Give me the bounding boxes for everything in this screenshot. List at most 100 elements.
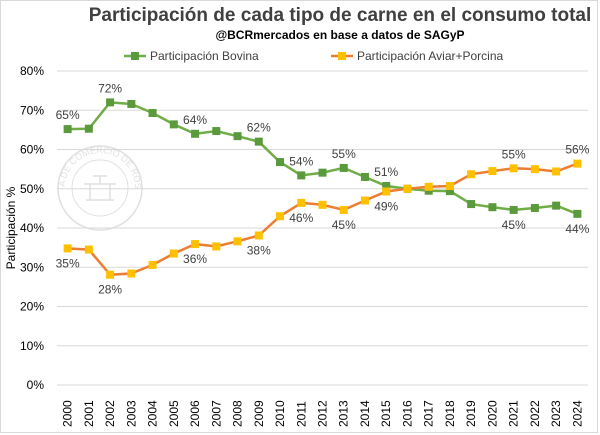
data-label-aviar-porcina: 49% — [374, 199, 398, 213]
point-aviar-porcina — [382, 187, 391, 196]
legend: Participación Bovina Participación Aviar… — [124, 49, 504, 63]
point-aviar-porcina — [424, 182, 433, 191]
x-tick-label: 2008 — [231, 400, 245, 427]
y-tick-label: 20% — [20, 300, 44, 314]
point-bovina — [212, 127, 221, 136]
point-aviar-porcina — [488, 167, 497, 176]
legend-item-aviar-porcina: Participación Aviar+Porcina — [331, 49, 504, 63]
point-bovina — [106, 98, 115, 107]
x-tick-label: 2023 — [549, 400, 563, 427]
x-tick-label: 2024 — [570, 400, 584, 427]
point-aviar-porcina — [191, 240, 200, 249]
x-tick-label: 2013 — [337, 400, 351, 427]
data-label-aviar-porcina: 38% — [247, 243, 271, 257]
y-tick-label: 0% — [27, 378, 45, 392]
point-bovina — [530, 203, 539, 212]
y-tick-label: 60% — [20, 143, 44, 157]
point-bovina — [148, 108, 157, 117]
data-label-aviar-porcina: 28% — [98, 283, 122, 297]
data-label-bovina: 62% — [247, 121, 271, 135]
x-tick-label: 2010 — [273, 400, 287, 427]
point-bovina — [467, 200, 476, 209]
x-tick-label: 2012 — [316, 400, 330, 427]
data-label-bovina: 72% — [98, 81, 122, 95]
point-aviar-porcina — [169, 249, 178, 258]
point-aviar-porcina — [233, 237, 242, 246]
y-tick-label: 50% — [20, 182, 44, 196]
point-bovina — [127, 99, 136, 108]
series-bovina — [63, 98, 582, 218]
point-aviar-porcina — [276, 212, 285, 221]
series-aviar-porcina — [63, 159, 582, 279]
data-label-bovina: 55% — [332, 147, 356, 161]
seal-outer-ring — [57, 145, 143, 231]
y-axis-title: Participación % — [4, 186, 18, 269]
point-aviar-porcina — [403, 184, 412, 193]
x-tick-label: 2004 — [146, 400, 160, 427]
point-aviar-porcina — [254, 231, 263, 240]
x-tick-label: 2018 — [443, 400, 457, 427]
data-label-aviar-porcina: 46% — [289, 211, 313, 225]
point-bovina — [318, 168, 327, 177]
point-aviar-porcina — [63, 244, 72, 253]
point-bovina — [191, 129, 200, 138]
y-tick-label: 40% — [20, 221, 44, 235]
data-labels: 65% 72% 64% 62% 54% 55% 51% 45% 44% 35% 28% 36% 38% 4… — [56, 81, 590, 296]
x-tick-label: 2022 — [528, 400, 542, 427]
point-bovina — [63, 125, 72, 134]
point-aviar-porcina — [360, 196, 369, 205]
data-label-bovina: 51% — [374, 165, 398, 179]
x-tick-label: 2000 — [61, 400, 75, 427]
x-tick-label: 2006 — [188, 400, 202, 427]
point-aviar-porcina — [318, 200, 327, 209]
legend-marker-bovina — [131, 52, 139, 60]
x-tick-label: 2011 — [294, 401, 308, 427]
x-tick-label: 2002 — [103, 400, 117, 427]
point-bovina — [552, 201, 561, 210]
data-label-aviar-porcina: 36% — [183, 252, 207, 266]
x-tick-label: 2015 — [379, 400, 393, 427]
point-aviar-porcina — [339, 205, 348, 214]
x-tick-label: 2009 — [252, 400, 266, 427]
point-bovina — [276, 158, 285, 167]
legend-label-aviar-porcina: Participación Aviar+Porcina — [357, 49, 504, 63]
point-bovina — [488, 203, 497, 212]
point-aviar-porcina — [148, 260, 157, 269]
chart-subtitle: @BCRmercados en base a datos de SAGyP — [215, 28, 464, 42]
x-tick-label: 2005 — [167, 400, 181, 427]
point-aviar-porcina — [297, 198, 306, 207]
point-bovina — [297, 171, 306, 180]
point-aviar-porcina — [552, 167, 561, 176]
point-bovina — [509, 205, 518, 214]
point-aviar-porcina — [445, 182, 454, 191]
point-bovina — [169, 120, 178, 129]
point-bovina — [339, 163, 348, 172]
data-label-bovina: 65% — [56, 108, 80, 122]
point-aviar-porcina — [84, 245, 93, 254]
data-label-bovina: 44% — [565, 222, 589, 236]
point-bovina — [573, 209, 582, 218]
seal-inner-ring — [71, 159, 129, 217]
point-aviar-porcina — [573, 159, 582, 168]
x-tick-label: 2021 — [507, 400, 521, 427]
point-aviar-porcina — [467, 170, 476, 179]
y-tick-label: 80% — [20, 64, 44, 78]
point-aviar-porcina — [212, 242, 221, 251]
legend-item-bovina: Participación Bovina — [124, 49, 259, 63]
data-label-aviar-porcina: 35% — [56, 256, 80, 270]
data-label-bovina: 45% — [502, 218, 526, 232]
point-bovina — [84, 124, 93, 133]
series-lines — [63, 98, 582, 279]
x-tick-label: 2017 — [422, 400, 436, 427]
point-bovina — [254, 137, 263, 146]
data-label-bovina: 64% — [183, 113, 207, 127]
point-aviar-porcina — [530, 165, 539, 174]
x-tick-label: 2014 — [358, 400, 372, 427]
y-tick-label: 70% — [20, 103, 44, 117]
data-label-aviar-porcina: 56% — [565, 143, 589, 157]
point-bovina — [233, 132, 242, 141]
data-label-aviar-porcina: 55% — [502, 147, 526, 161]
y-tick-label: 10% — [20, 339, 44, 353]
